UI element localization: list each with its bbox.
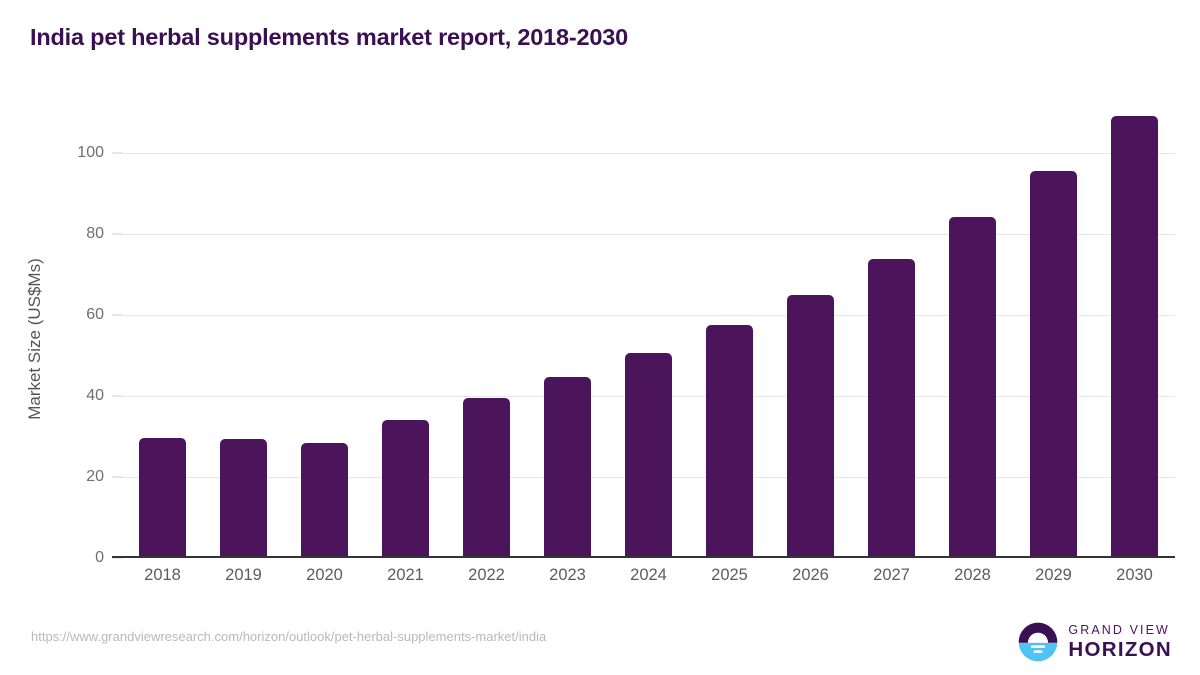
bar[interactable] bbox=[463, 398, 510, 558]
x-axis-tick-label: 2021 bbox=[387, 566, 424, 584]
x-axis-ticks: 2018 2019 2020 2021 2022 2023 2024 2025 2026 2027… bbox=[122, 566, 1175, 594]
bar[interactable] bbox=[382, 420, 429, 558]
y-axis-tick-mark bbox=[112, 395, 122, 397]
logo-top-text: GRAND VIEW bbox=[1068, 623, 1170, 637]
bar[interactable] bbox=[544, 376, 591, 558]
y-axis-ticks: 0 20 40 60 80 100 bbox=[0, 100, 122, 566]
x-axis-tick-label: 2019 bbox=[225, 566, 262, 584]
y-axis-tick-mark bbox=[112, 152, 122, 154]
x-axis-tick-label: 2025 bbox=[711, 566, 748, 584]
source-url[interactable]: https://www.grandviewresearch.com/horizo… bbox=[31, 629, 547, 644]
y-axis-tick-label: 40 bbox=[86, 386, 104, 404]
bar[interactable] bbox=[220, 438, 267, 558]
x-axis-tick-label: 2026 bbox=[792, 566, 829, 584]
bar-series bbox=[122, 100, 1175, 558]
x-axis-line bbox=[112, 556, 1175, 558]
brand-logo: GRAND VIEW HORIZON bbox=[1017, 620, 1172, 664]
bar[interactable] bbox=[1030, 170, 1077, 558]
y-axis-tick-label: 100 bbox=[77, 143, 104, 161]
x-axis-tick-label: 2028 bbox=[954, 566, 991, 584]
bar[interactable] bbox=[949, 216, 996, 558]
bar[interactable] bbox=[1111, 116, 1158, 558]
y-axis-tick-label: 0 bbox=[95, 549, 104, 566]
y-axis-tick-mark bbox=[112, 314, 122, 316]
x-axis-tick-label: 2024 bbox=[630, 566, 667, 584]
y-axis-tick-label: 20 bbox=[86, 467, 104, 485]
page-title: India pet herbal supplements market repo… bbox=[30, 24, 629, 50]
bar[interactable] bbox=[139, 438, 186, 558]
horizon-logo-icon bbox=[1019, 622, 1058, 662]
logo-wordmark: GRAND VIEW HORIZON bbox=[1068, 624, 1172, 660]
x-axis-tick-label: 2020 bbox=[306, 566, 343, 584]
x-axis-tick-label: 2027 bbox=[873, 566, 910, 584]
y-axis-tick-label: 60 bbox=[86, 305, 104, 323]
x-axis-tick-label: 2030 bbox=[1116, 566, 1153, 584]
bar[interactable] bbox=[706, 325, 753, 558]
y-axis-tick-mark bbox=[112, 476, 122, 478]
y-axis-tick-mark bbox=[112, 233, 122, 235]
bar[interactable] bbox=[301, 442, 348, 558]
x-axis-tick-label: 2029 bbox=[1035, 566, 1072, 584]
bar[interactable] bbox=[625, 352, 672, 558]
x-axis-tick-label: 2022 bbox=[468, 566, 505, 584]
y-axis-tick-label: 80 bbox=[86, 224, 104, 242]
y-axis-tick-mark bbox=[112, 557, 122, 559]
plot-area bbox=[112, 100, 1175, 558]
x-axis-tick-label: 2023 bbox=[549, 566, 586, 584]
bar[interactable] bbox=[787, 294, 834, 558]
x-axis-tick-label: 2018 bbox=[144, 566, 181, 584]
logo-bottom-text: HORIZON bbox=[1068, 637, 1172, 661]
bar[interactable] bbox=[868, 258, 915, 558]
